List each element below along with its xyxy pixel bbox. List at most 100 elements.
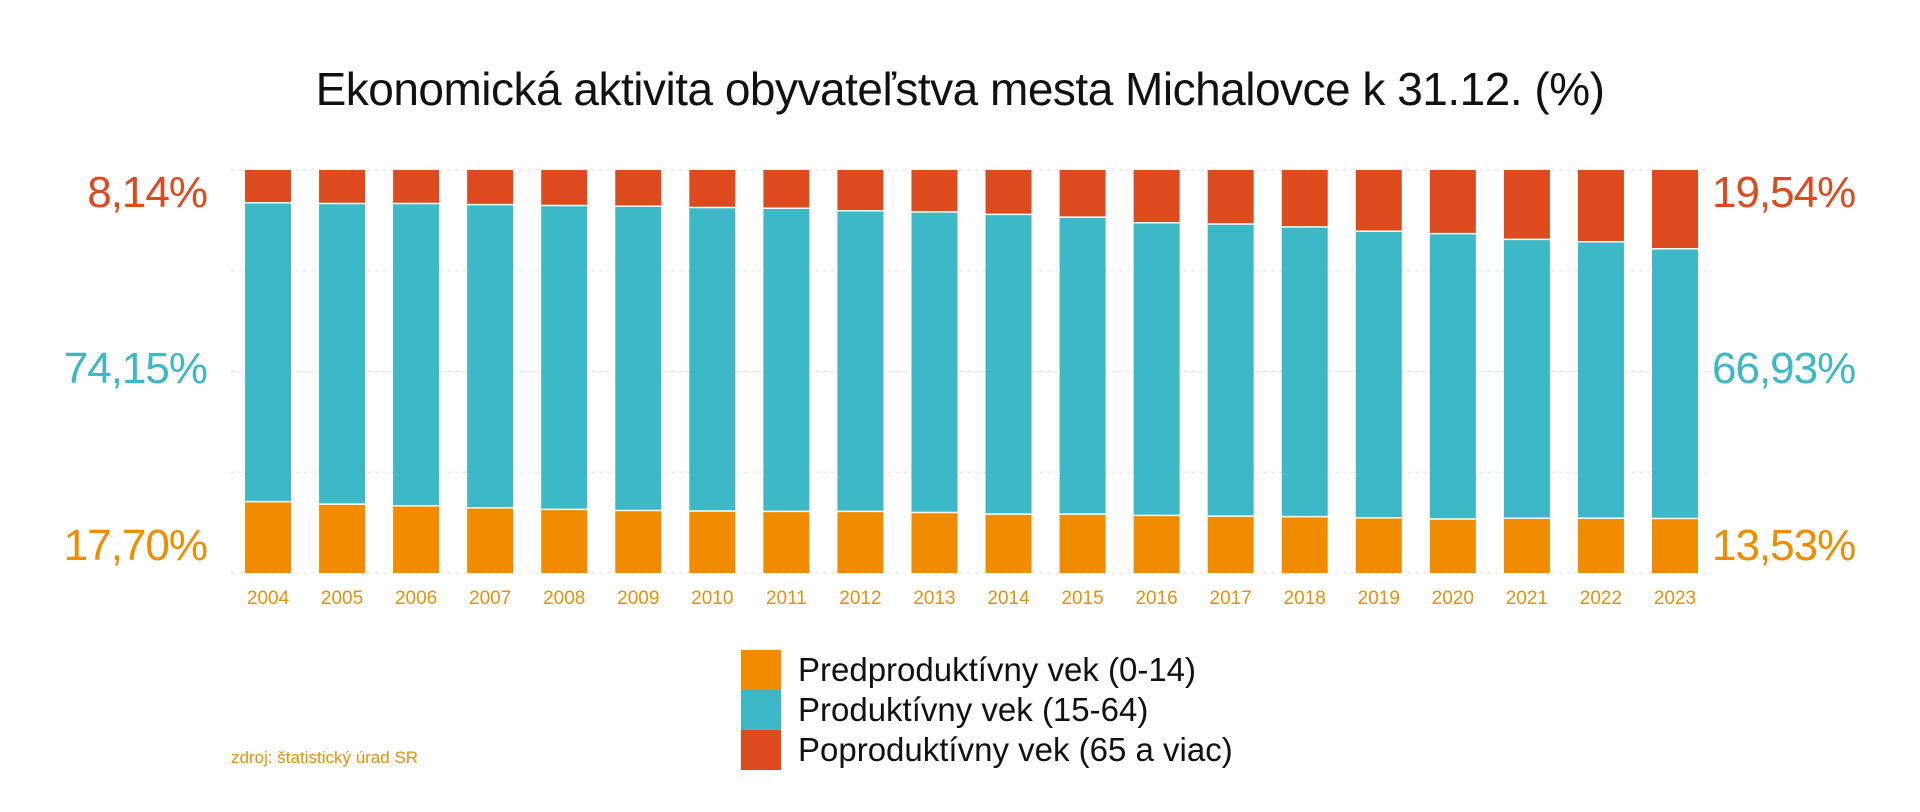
legend-swatch-working-age bbox=[741, 690, 781, 730]
bar-children-2010 bbox=[689, 510, 736, 573]
bar-children-2021 bbox=[1503, 518, 1550, 573]
bar-working-age-2023 bbox=[1651, 248, 1698, 519]
bar-elderly-2020 bbox=[1429, 170, 1476, 234]
left-children-share-label: 17,70% bbox=[63, 521, 208, 570]
bar-elderly-2013 bbox=[911, 170, 958, 212]
bar-elderly-2023 bbox=[1651, 170, 1698, 249]
legend-item-working-age: Produktívny vek (15-64) bbox=[741, 690, 1233, 730]
bar-children-2020 bbox=[1429, 518, 1476, 573]
right-working-age-share-label: 66,93% bbox=[1712, 344, 1856, 393]
bar-working-age-2017 bbox=[1207, 224, 1254, 517]
bar-working-age-2010 bbox=[689, 207, 736, 511]
bar-elderly-2012 bbox=[837, 170, 884, 211]
bar-elderly-2019 bbox=[1355, 170, 1402, 232]
bar-elderly-2008 bbox=[541, 170, 588, 206]
bar-elderly-2004 bbox=[245, 170, 292, 203]
bar-working-age-2004 bbox=[245, 202, 292, 502]
bar-children-2014 bbox=[985, 514, 1032, 573]
bar-children-2006 bbox=[393, 505, 440, 573]
bar-elderly-2009 bbox=[615, 170, 662, 207]
x-tick-label-2018: 2018 bbox=[1284, 588, 1326, 609]
bar-working-age-2022 bbox=[1577, 241, 1624, 519]
x-tick-label-2015: 2015 bbox=[1061, 588, 1103, 609]
x-tick-label-2020: 2020 bbox=[1432, 588, 1474, 609]
bar-working-age-2009 bbox=[615, 206, 662, 511]
chart-title: Ekonomická aktivita obyvateľstva mesta M… bbox=[315, 63, 1605, 115]
bars bbox=[245, 170, 1698, 573]
bar-elderly-2014 bbox=[985, 170, 1032, 215]
gridlines bbox=[231, 169, 1712, 574]
bar-working-age-2005 bbox=[319, 203, 366, 505]
x-tick-label-2004: 2004 bbox=[247, 588, 290, 609]
bar-children-2019 bbox=[1355, 517, 1402, 573]
bar-working-age-2006 bbox=[393, 203, 440, 506]
x-tick-label-2010: 2010 bbox=[691, 588, 733, 609]
bar-elderly-2007 bbox=[467, 170, 514, 205]
bar-children-2016 bbox=[1133, 515, 1180, 573]
bar-children-2012 bbox=[837, 511, 884, 573]
bar-elderly-2010 bbox=[689, 170, 736, 208]
bar-children-2022 bbox=[1577, 518, 1624, 573]
bar-children-2017 bbox=[1207, 516, 1254, 573]
x-tick-label-2011: 2011 bbox=[766, 588, 807, 609]
x-tick-label-2012: 2012 bbox=[839, 588, 881, 609]
bar-children-2013 bbox=[911, 512, 958, 573]
x-tick-label-2021: 2021 bbox=[1506, 588, 1548, 609]
left-elderly-share-label: 8,14% bbox=[87, 168, 208, 217]
legend-swatch-children bbox=[741, 650, 781, 690]
x-tick-label-2009: 2009 bbox=[617, 588, 659, 609]
chart-legend: Predproduktívny vek (0-14) Produktívny v… bbox=[741, 650, 1233, 770]
bar-working-age-2018 bbox=[1281, 226, 1328, 517]
bar-working-age-2011 bbox=[763, 208, 810, 512]
right-elderly-share-label: 19,54% bbox=[1712, 168, 1856, 217]
bar-children-2007 bbox=[467, 507, 514, 573]
bar-elderly-2011 bbox=[763, 170, 810, 209]
legend-label-children: Predproduktívny vek (0-14) bbox=[798, 651, 1197, 688]
bar-working-age-2016 bbox=[1133, 222, 1180, 516]
x-tick-label-2005: 2005 bbox=[321, 588, 363, 609]
x-tick-label-2006: 2006 bbox=[395, 588, 437, 609]
legend-item-elderly: Poproduktívny vek (65 a viac) bbox=[741, 730, 1233, 770]
bar-elderly-2006 bbox=[393, 170, 440, 204]
x-tick-label-2008: 2008 bbox=[543, 588, 585, 609]
bar-working-age-2019 bbox=[1355, 231, 1402, 518]
legend-label-elderly: Poproduktívny vek (65 a viac) bbox=[798, 731, 1233, 768]
x-tick-label-2017: 2017 bbox=[1210, 588, 1252, 609]
source-note: zdroj: štatistický úrad SR bbox=[231, 748, 419, 767]
bar-children-2004 bbox=[245, 501, 292, 573]
bar-working-age-2015 bbox=[1059, 217, 1106, 515]
x-tick-label-2007: 2007 bbox=[469, 588, 511, 609]
bar-children-2023 bbox=[1651, 518, 1698, 573]
x-tick-label-2016: 2016 bbox=[1135, 588, 1177, 609]
x-tick-label-2022: 2022 bbox=[1580, 588, 1622, 609]
x-tick-label-2019: 2019 bbox=[1358, 588, 1400, 609]
bar-working-age-2012 bbox=[837, 210, 884, 512]
bar-working-age-2008 bbox=[541, 205, 588, 510]
bar-children-2009 bbox=[615, 510, 662, 573]
bar-working-age-2007 bbox=[467, 204, 514, 508]
bar-children-2008 bbox=[541, 509, 588, 573]
legend-item-children: Predproduktívny vek (0-14) bbox=[741, 650, 1233, 690]
bar-working-age-2013 bbox=[911, 211, 958, 513]
bar-children-2011 bbox=[763, 511, 810, 573]
bar-elderly-2016 bbox=[1133, 170, 1180, 223]
bar-elderly-2022 bbox=[1577, 170, 1624, 242]
bar-working-age-2021 bbox=[1503, 239, 1550, 519]
bar-children-2018 bbox=[1281, 516, 1328, 573]
bar-elderly-2005 bbox=[319, 170, 366, 204]
x-tick-label-2013: 2013 bbox=[913, 588, 955, 609]
x-tick-label-2014: 2014 bbox=[987, 588, 1030, 609]
bar-elderly-2021 bbox=[1503, 170, 1550, 240]
bar-children-2005 bbox=[319, 504, 366, 573]
bar-elderly-2018 bbox=[1281, 170, 1328, 227]
bar-children-2015 bbox=[1059, 514, 1106, 573]
legend-label-working-age: Produktívny vek (15-64) bbox=[798, 691, 1149, 728]
x-axis-ticks: 2004 2005 2006 2007 2008 2009 2010 2011 2012 2013… bbox=[247, 588, 1696, 609]
left-working-age-share-label: 74,15% bbox=[63, 344, 208, 393]
legend-swatch-elderly bbox=[741, 730, 781, 770]
bar-elderly-2017 bbox=[1207, 170, 1254, 225]
x-tick-label-2023: 2023 bbox=[1654, 588, 1696, 609]
bar-working-age-2020 bbox=[1429, 233, 1476, 519]
bar-elderly-2015 bbox=[1059, 170, 1106, 218]
